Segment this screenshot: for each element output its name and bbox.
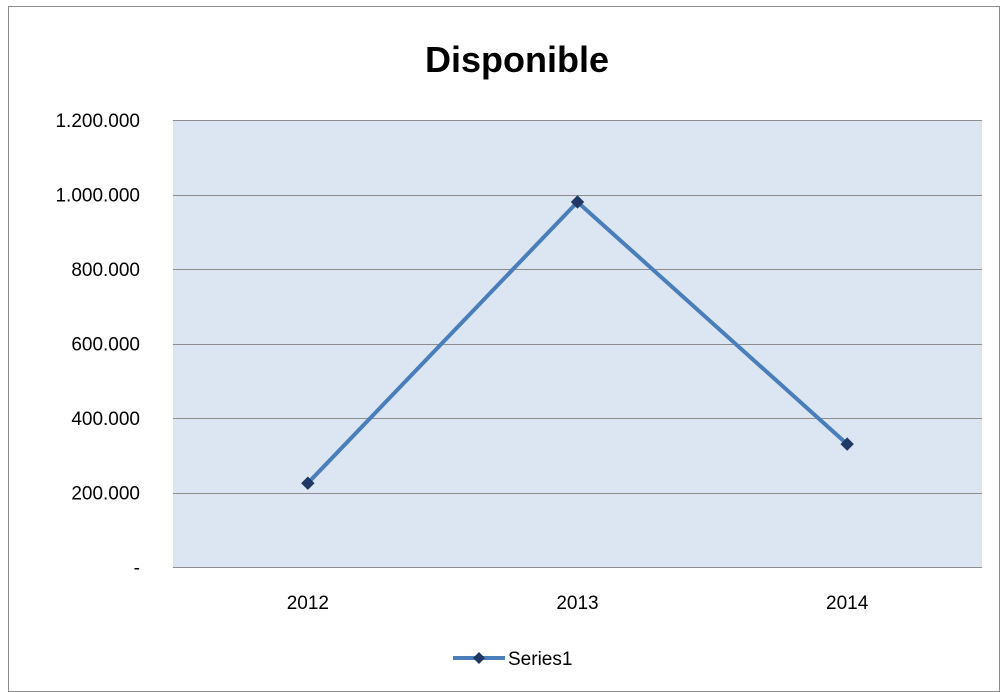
x-tick-label: 2012 (287, 593, 329, 614)
data-point-marker (840, 437, 854, 451)
y-tick-label: 800.000 (71, 260, 140, 281)
legend-marker-swatch (473, 652, 485, 664)
y-tick-label: 600.000 (71, 335, 140, 356)
y-tick-label: - (134, 558, 140, 579)
data-point-marker (570, 195, 585, 209)
y-tick-label: 1.200.000 (55, 111, 140, 132)
legend: Series1 (453, 649, 572, 670)
plot-area (173, 120, 982, 567)
y-tick-label: 200.000 (71, 484, 140, 505)
x-axis: 2012 2013 2014 (287, 593, 869, 614)
legend-label: Series1 (508, 649, 572, 670)
chart-title: Disponible (425, 39, 609, 80)
x-tick-label: 2013 (556, 593, 598, 614)
y-tick-label: 400.000 (71, 409, 140, 430)
y-tick-label: 1.000.000 (55, 186, 140, 207)
y-axis: - 200.000 400.000 600.000 800.000 1.000.000 1.… (55, 111, 140, 579)
series-group (301, 195, 854, 490)
x-tick-label: 2014 (826, 593, 869, 614)
data-point-marker (301, 476, 315, 490)
